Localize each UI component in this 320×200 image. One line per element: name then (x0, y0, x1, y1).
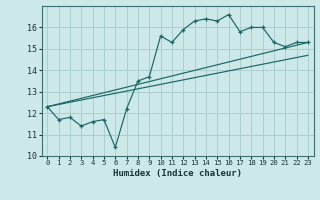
X-axis label: Humidex (Indice chaleur): Humidex (Indice chaleur) (113, 169, 242, 178)
